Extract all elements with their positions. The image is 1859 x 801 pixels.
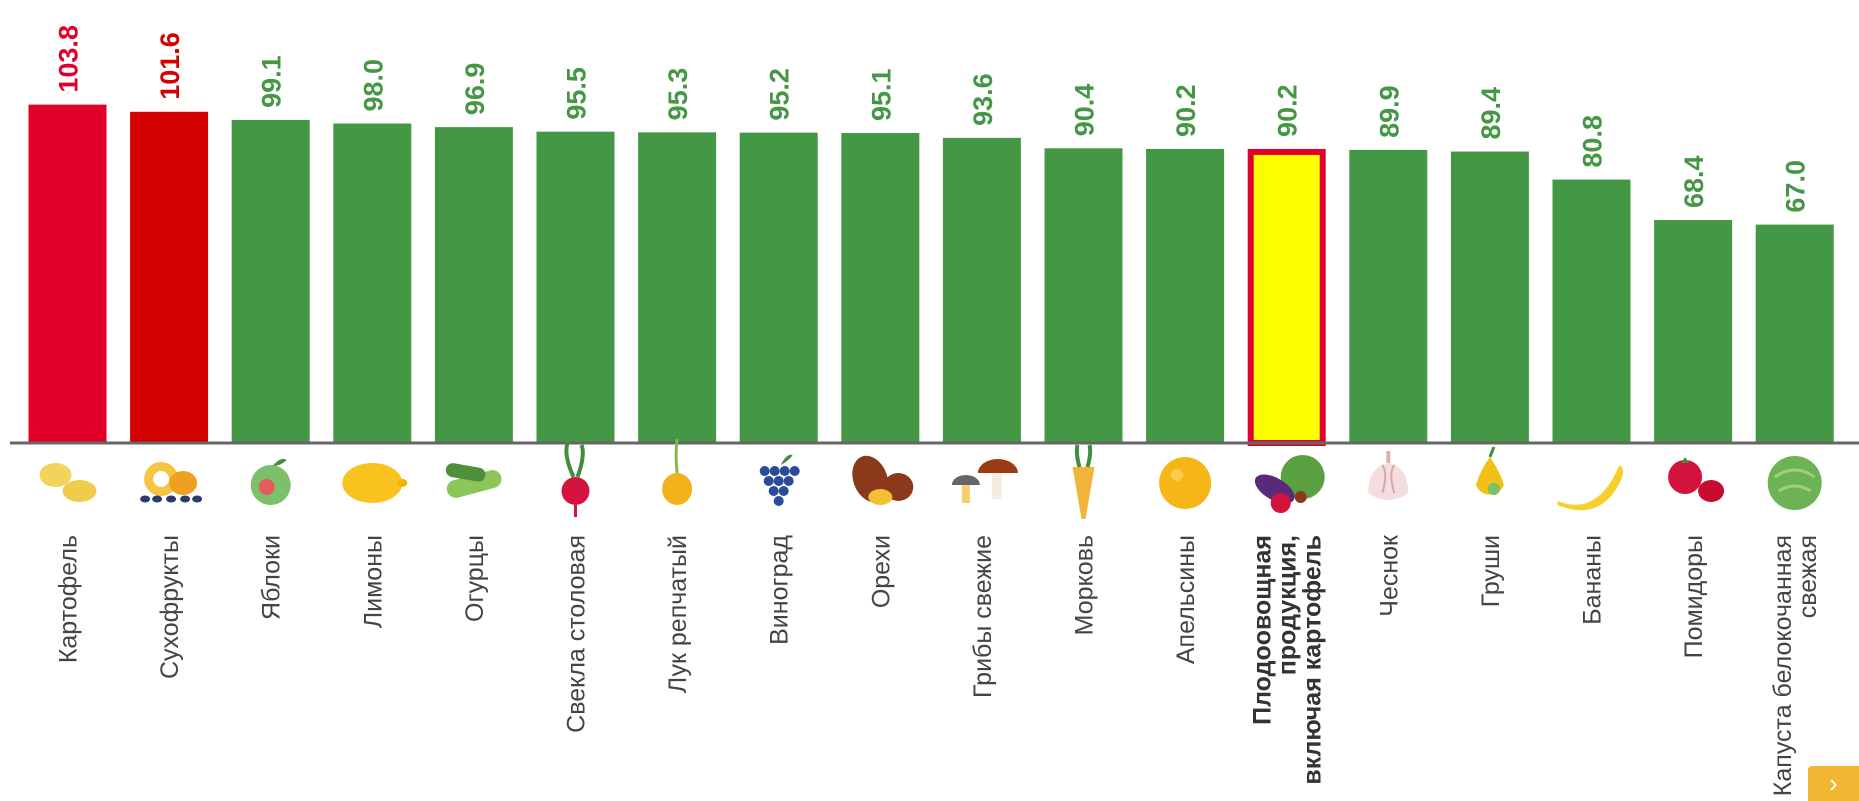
bar-8 [739, 132, 818, 443]
banana-icon [1557, 465, 1624, 511]
category-label-1: Картофель [55, 535, 83, 663]
value-label-8: 95.2 [765, 68, 795, 121]
category-label-7: Лук репчатый [664, 535, 692, 693]
value-label-15: 89.4 [1476, 87, 1506, 140]
category-label-2: Сухофрукты [156, 535, 184, 679]
category-label-5: Огурцы [461, 535, 489, 622]
value-label-12: 90.2 [1171, 84, 1201, 137]
bar-9 [841, 132, 920, 443]
bar-12 [1146, 148, 1225, 443]
category-label-16: Бананы [1579, 535, 1607, 625]
value-label-14: 89.9 [1374, 85, 1404, 138]
orange-icon [1159, 457, 1212, 509]
carrot-icon [1072, 444, 1095, 519]
value-labels-group: 103.8 101.6 99.1 98.0 96.9 95.5 95.3 95.2 95.1 93… [54, 25, 1811, 213]
value-label-10: 93.6 [968, 73, 998, 126]
category-label-18: Капуста белокочаннаясвежая [1769, 535, 1822, 796]
bar-2 [130, 111, 209, 443]
category-label-6: Свекла столовая [563, 535, 591, 733]
value-label-2: 101.6 [155, 32, 185, 100]
bar-15 [1450, 151, 1529, 443]
category-label-8: Виноград [766, 535, 794, 645]
category-label-15: Груши [1477, 535, 1505, 607]
bar-7 [638, 132, 717, 443]
bar-4 [333, 123, 412, 444]
icons-group [39, 438, 1822, 519]
bar-11 [1044, 148, 1123, 443]
category-label-9: Орехи [867, 535, 895, 608]
beet-icon [561, 442, 590, 517]
vegetables-basket-icon [1254, 455, 1325, 513]
bar-10 [942, 137, 1021, 443]
apple-icon [250, 458, 291, 505]
cucumber-icon [445, 463, 502, 498]
value-label-9: 95.1 [866, 68, 896, 121]
category-label-14: Чеснок [1375, 534, 1403, 617]
tomato-icon [1668, 457, 1725, 502]
category-label-3: Яблоки [258, 535, 286, 620]
value-label-16: 80.8 [1578, 115, 1608, 168]
value-label-13: 90.2 [1273, 84, 1303, 137]
onion-icon [662, 438, 693, 505]
value-label-18: 67.0 [1781, 160, 1811, 213]
bar-17 [1654, 220, 1733, 443]
value-label-17: 68.4 [1679, 155, 1709, 208]
category-label-4: Лимоны [359, 535, 387, 628]
bar-16 [1552, 179, 1631, 444]
category-labels-group: Картофель Сухофрукты Яблоки Лимоны Огурцы Све… [55, 534, 1823, 796]
category-label-13: Плодоовощнаяпродукция,включая картофель [1249, 535, 1327, 785]
value-label-1: 103.8 [54, 25, 84, 93]
bar-18 [1755, 224, 1834, 443]
value-label-3: 99.1 [257, 55, 287, 108]
chevron-right-icon: › [1829, 768, 1838, 798]
bar-14 [1349, 149, 1428, 443]
category-label-17: Помидоры [1680, 535, 1708, 658]
dried-fruit-icon [140, 462, 203, 503]
category-label-11: Морковь [1071, 535, 1099, 635]
bar-1 [28, 104, 107, 443]
bars-group [28, 104, 1834, 446]
bar-6 [536, 131, 615, 444]
garlic-icon [1368, 451, 1409, 500]
bar-5 [434, 127, 513, 443]
value-label-4: 98.0 [358, 59, 388, 112]
potato-icon [39, 463, 97, 502]
category-label-10: Грибы свежие [969, 535, 997, 698]
next-button[interactable]: › [1808, 766, 1859, 801]
nuts-icon [852, 455, 914, 505]
value-label-7: 95.3 [663, 68, 693, 121]
value-label-11: 90.4 [1070, 84, 1100, 137]
value-label-6: 95.5 [562, 67, 592, 120]
cabbage-icon [1767, 456, 1822, 510]
bar-13 [1247, 148, 1326, 446]
bar-3 [231, 119, 310, 444]
mushroom-icon [951, 459, 1018, 503]
grapes-icon [759, 454, 800, 506]
pear-icon [1475, 446, 1504, 495]
category-label-12: Апельсины [1172, 535, 1200, 664]
lemon-icon [342, 463, 408, 503]
value-label-5: 96.9 [460, 63, 490, 116]
